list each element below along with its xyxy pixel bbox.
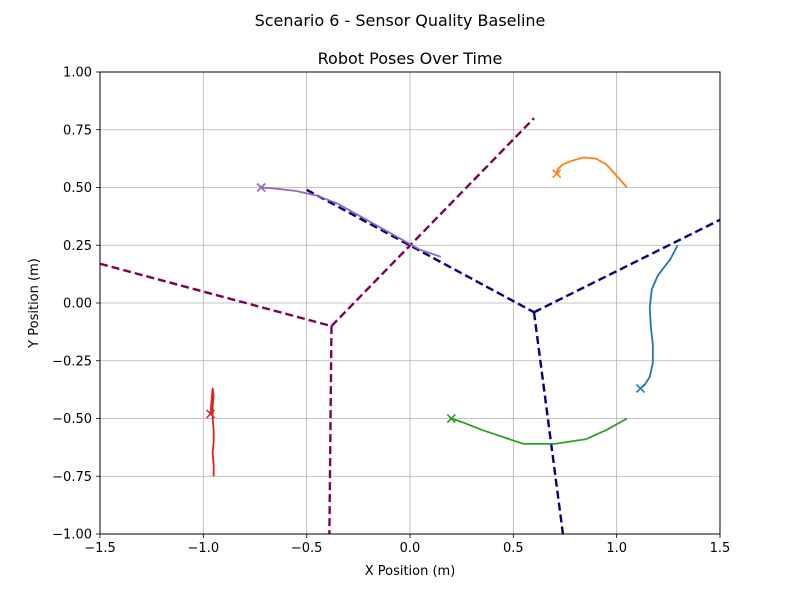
dashed-line: [330, 117, 535, 327]
y-tick-label: 0.75: [63, 123, 92, 138]
x-tick-label: −1.0: [188, 541, 220, 556]
end-markers: [206, 169, 645, 424]
end-marker: [552, 169, 562, 179]
dashed-line: [533, 218, 720, 314]
x-tick-label: 1.0: [606, 541, 627, 556]
trajectory-line: [209, 387, 215, 477]
x-axis-label: X Position (m): [365, 564, 456, 579]
figure-suptitle: Scenario 6 - Sensor Quality Baseline: [255, 11, 546, 30]
x-tick-label: 0.0: [400, 541, 421, 556]
y-tick-label: 0.25: [63, 239, 92, 254]
y-tick-label: 0.50: [63, 181, 92, 196]
dashed-line: [532, 312, 565, 534]
end-marker: [446, 413, 456, 424]
y-tick-label: 0.00: [63, 297, 92, 312]
y-tick-label: −0.50: [52, 412, 92, 427]
trajectory-line: [555, 156, 628, 189]
trajectory-line: [451, 417, 628, 445]
end-marker: [206, 409, 216, 419]
x-tick-label: 1.5: [710, 541, 731, 556]
trajectory-line: [639, 244, 679, 390]
y-tick-label: −1.00: [52, 528, 92, 543]
ticks: −1.5 −1.0 −0.5 0.0 0.5 1.0 1.5 −1.00 −0.75 −0.50 −…: [52, 66, 730, 557]
end-marker: [256, 182, 266, 193]
x-tick-label: −0.5: [291, 541, 323, 556]
dashed-lines: [100, 117, 720, 534]
x-tick-label: −1.5: [84, 541, 116, 556]
y-tick-label: −0.75: [52, 470, 92, 485]
y-tick-label: 1.00: [63, 66, 92, 81]
dashed-line: [306, 188, 535, 314]
chart-title: Robot Poses Over Time: [318, 49, 503, 68]
end-marker: [635, 383, 645, 394]
trajectory-line: [261, 186, 442, 258]
y-tick-label: −0.25: [52, 354, 92, 369]
x-tick-label: 0.5: [503, 541, 524, 556]
y-axis-label: Y Position (m): [27, 258, 42, 349]
dashed-line: [328, 326, 333, 534]
dashed-line: [100, 262, 332, 328]
plot-area: −1.5 −1.0 −0.5 0.0 0.5 1.0 1.5 −1.00 −0.75 −0.50 −…: [52, 66, 730, 557]
trajectories: [209, 156, 679, 477]
